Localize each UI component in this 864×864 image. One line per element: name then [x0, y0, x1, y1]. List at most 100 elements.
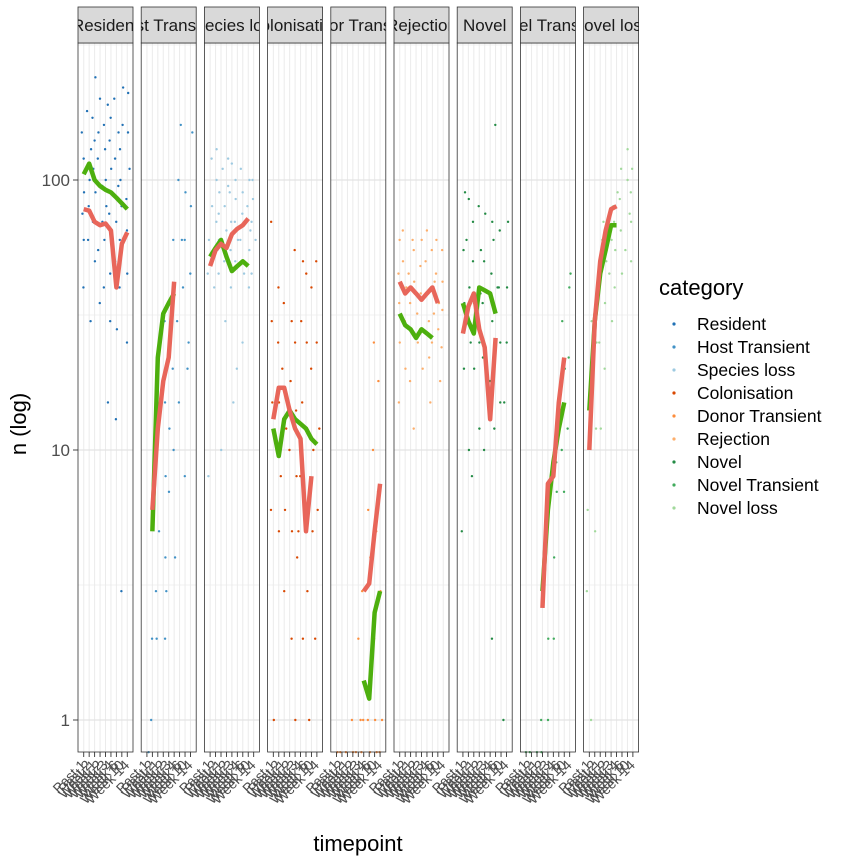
data-point — [106, 103, 109, 106]
data-point — [223, 204, 226, 208]
data-point — [217, 212, 220, 215]
strip-label: Novel loss — [572, 16, 650, 35]
red-summary-line — [271, 385, 314, 534]
data-point — [189, 204, 193, 208]
data-point — [602, 220, 605, 224]
data-point — [163, 401, 167, 404]
legend-label: Novel Transient — [697, 475, 819, 495]
data-point — [359, 718, 362, 722]
data-point — [482, 448, 486, 452]
data-point — [102, 286, 106, 289]
data-point — [234, 197, 237, 201]
data-point — [118, 286, 121, 289]
data-point — [484, 212, 487, 215]
data-point — [470, 474, 474, 478]
data-point — [629, 191, 632, 194]
data-point — [479, 248, 483, 252]
data-point — [206, 272, 209, 275]
data-point — [620, 272, 624, 275]
data-point — [108, 139, 111, 142]
data-point — [397, 401, 401, 404]
data-point — [408, 301, 412, 305]
data-point — [86, 238, 90, 242]
data-point — [164, 474, 167, 478]
data-point — [441, 308, 444, 312]
strip-background — [140, 6, 197, 44]
data-point — [93, 139, 96, 142]
data-point — [230, 162, 234, 165]
legend-label: Species loss — [697, 360, 795, 380]
data-point — [301, 637, 305, 640]
legend-key — [672, 414, 676, 418]
data-point — [249, 229, 252, 232]
data-point — [285, 427, 288, 430]
data-point — [357, 637, 360, 640]
data-point — [213, 286, 216, 289]
green-summary-line — [271, 408, 319, 459]
data-point — [313, 637, 317, 640]
data-point — [416, 312, 419, 315]
data-point — [94, 191, 97, 194]
data-point — [97, 131, 100, 134]
data-point — [119, 178, 122, 182]
data-point — [109, 116, 112, 119]
data-point — [117, 131, 120, 134]
data-point — [429, 401, 432, 404]
data-point — [247, 286, 251, 289]
data-point — [350, 718, 354, 722]
data-point — [248, 178, 251, 182]
data-point — [438, 379, 442, 383]
data-point — [251, 197, 255, 201]
data-point — [465, 238, 468, 242]
data-point — [81, 212, 84, 215]
data-point — [603, 301, 607, 305]
data-point — [398, 238, 401, 242]
strip-label: Rejection — [386, 16, 457, 35]
data-point — [118, 238, 121, 242]
data-point — [109, 167, 113, 171]
data-point — [246, 204, 249, 208]
data-point — [499, 341, 502, 344]
data-point — [612, 220, 616, 224]
strip-background — [583, 6, 639, 44]
data-point — [307, 718, 311, 722]
data-point — [398, 301, 401, 305]
legend-item: Novel — [672, 452, 742, 472]
data-point — [215, 220, 218, 224]
strip-label: Novel — [463, 16, 506, 35]
strip-label: Species loss — [184, 16, 279, 35]
data-point — [93, 260, 97, 263]
red-summary-line — [397, 280, 440, 304]
strip-label: Colonisation — [248, 16, 342, 35]
data-point — [478, 427, 481, 430]
data-point — [430, 341, 434, 344]
data-point — [239, 167, 243, 171]
data-point — [254, 238, 257, 242]
data-point — [234, 260, 237, 263]
data-point — [207, 238, 211, 242]
data-point — [125, 229, 129, 232]
data-point — [568, 286, 571, 289]
data-point — [440, 346, 443, 349]
data-point — [472, 367, 476, 370]
data-point — [419, 292, 422, 295]
data-point — [82, 286, 85, 289]
data-point — [569, 272, 572, 275]
data-point — [424, 260, 427, 263]
data-point — [293, 248, 296, 252]
data-point — [492, 238, 495, 242]
data-point — [440, 248, 444, 252]
data-point — [552, 556, 556, 559]
data-point — [416, 341, 420, 344]
data-point — [412, 280, 416, 283]
data-point — [235, 367, 239, 370]
data-point — [290, 319, 293, 323]
data-point — [89, 148, 93, 151]
data-point — [590, 319, 593, 323]
data-point — [126, 272, 129, 275]
legend-key — [672, 437, 676, 441]
data-point — [223, 260, 226, 263]
data-point — [294, 718, 297, 722]
legend-item: Colonisation — [672, 383, 793, 403]
data-point — [503, 401, 506, 404]
